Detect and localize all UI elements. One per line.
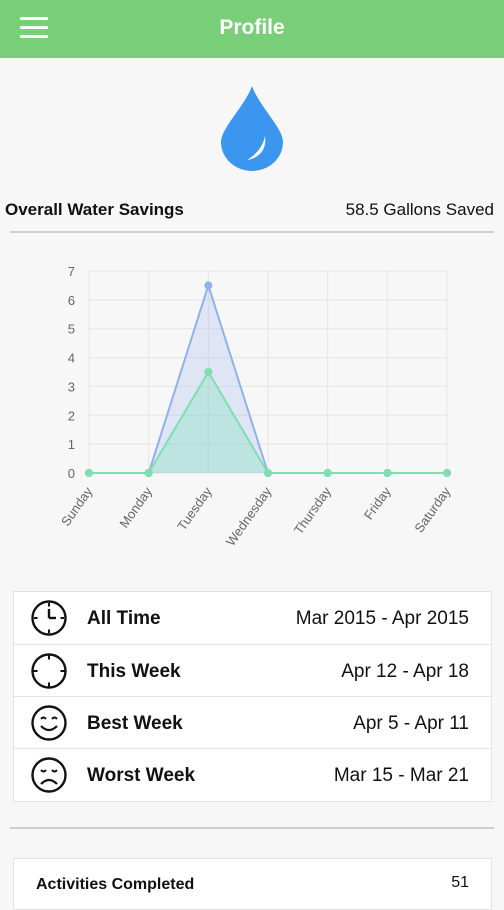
y-tick-label: 3 [68,379,75,394]
x-tick-label: Monday [116,484,155,531]
y-tick-label: 6 [68,293,75,308]
period-range: Mar 15 - Mar 21 [333,765,469,786]
y-tick-label: 7 [68,264,75,279]
stat-label: Activities Completed [36,876,195,893]
data-point [383,469,392,477]
y-tick-label: 2 [68,408,75,423]
period-row-best-week[interactable]: Best Week Apr 5 - Apr 11 [14,696,491,749]
period-range: Apr 5 - Apr 11 [353,713,469,734]
y-tick-label: 1 [68,437,75,452]
data-point [85,469,93,477]
y-tick-label: 4 [68,351,75,366]
x-tick-label: Sunday [58,484,96,529]
x-tick-label: Saturday [411,484,453,536]
divider [10,231,494,233]
period-label: Best Week [87,713,183,734]
data-point [264,469,272,477]
top-app-bar: Profile [0,0,504,58]
data-point [204,281,213,290]
period-range: Apr 12 - Apr 18 [341,661,469,682]
x-tick-label: Wednesday [223,484,275,549]
x-tick-label: Thursday [291,484,335,537]
series-area [89,285,447,473]
y-tick-label: 5 [68,322,75,337]
data-point [204,368,213,376]
weekly-savings-chart: 0 1 2 3 4 5 6 7 Sunday Monday Tuesday Wednesday Thur… [58,264,454,549]
y-tick-label: 0 [68,466,75,481]
clock-icon [31,600,67,636]
data-point [144,469,153,477]
series-area [89,372,447,473]
sad-face-icon [31,757,67,793]
x-tick-label: Tuesday [174,484,215,533]
period-label: Worst Week [87,765,196,786]
period-range: Mar 2015 - Apr 2015 [295,608,469,629]
period-label: All Time [87,608,161,629]
x-tick-label: Friday [361,484,394,523]
crosshair-clock-icon [31,653,67,689]
smiley-face-icon [31,705,67,741]
data-point [323,469,332,477]
period-row-worst-week[interactable]: Worst Week Mar 15 - Mar 21 [14,748,491,801]
divider [10,827,494,829]
stats-list: Activities Completed 51 [13,858,492,910]
hamburger-menu-icon[interactable] [20,17,48,39]
periods-list: All Time Mar 2015 - Apr 2015 This Week A… [13,591,492,802]
stat-value: 51 [451,874,469,891]
period-label: This Week [87,661,181,682]
page-title: Profile [219,16,285,39]
period-row-this-week[interactable]: This Week Apr 12 - Apr 18 [14,644,491,697]
data-point [443,469,451,477]
overall-savings-label: Overall Water Savings [5,200,184,219]
period-row-all-time[interactable]: All Time Mar 2015 - Apr 2015 [14,592,491,644]
water-drop-icon [221,86,283,171]
overall-savings-value: 58.5 Gallons Saved [345,200,494,219]
